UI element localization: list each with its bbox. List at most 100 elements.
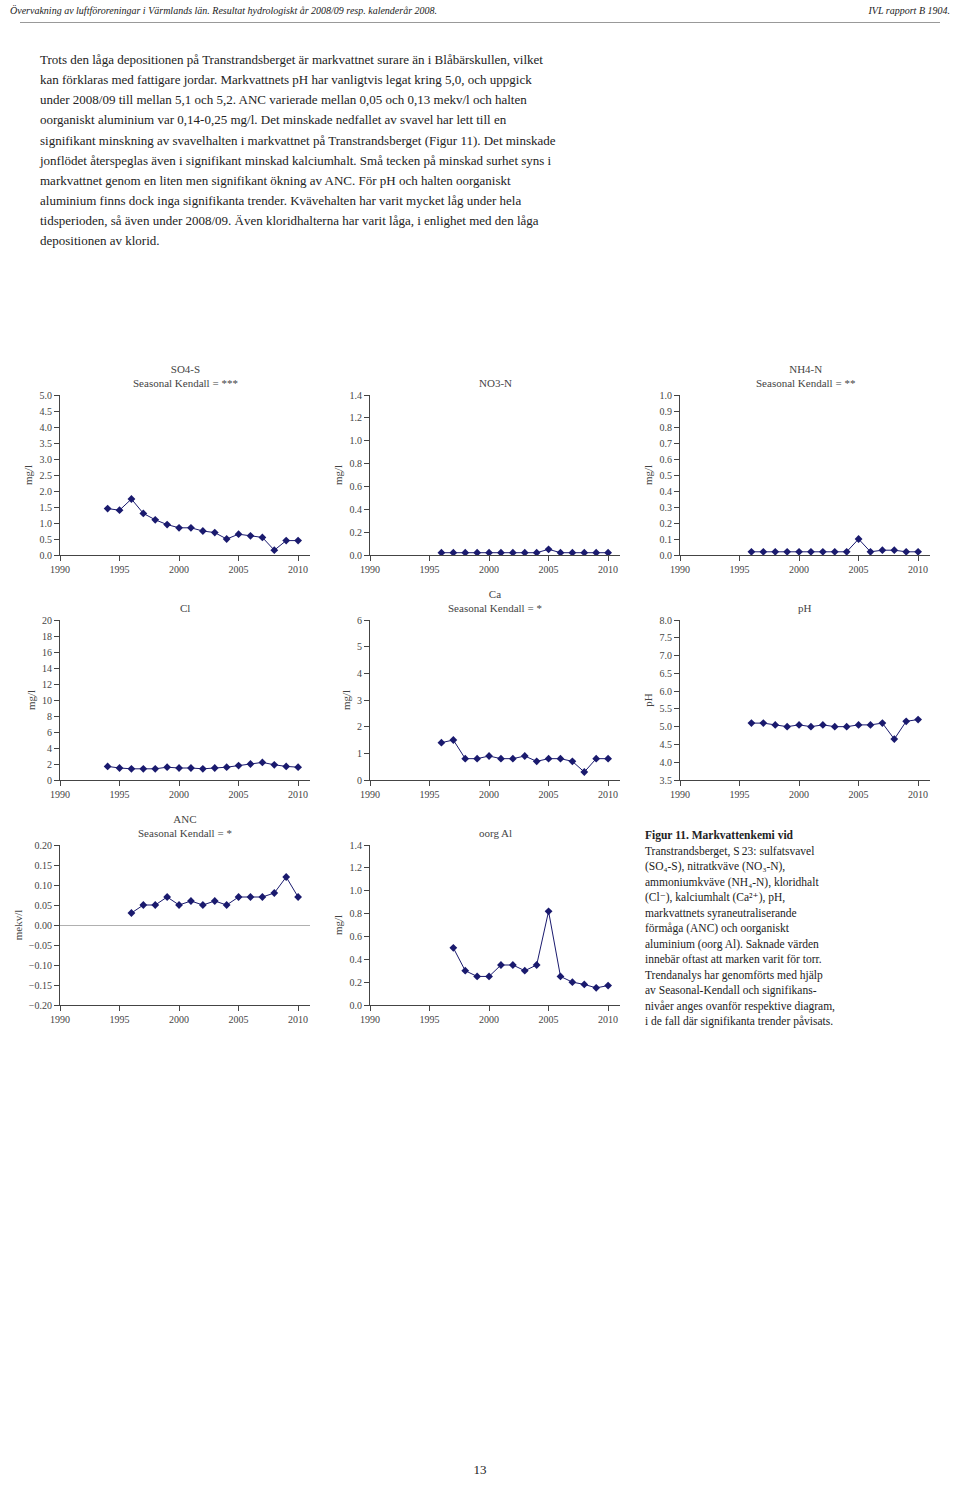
svg-text:2005: 2005 (539, 789, 559, 800)
svg-text:1990: 1990 (670, 789, 690, 800)
svg-text:0.4: 0.4 (350, 504, 363, 515)
svg-text:Cl: Cl (180, 602, 190, 614)
svg-text:3.5: 3.5 (40, 438, 53, 449)
svg-text:4.5: 4.5 (660, 739, 673, 750)
svg-text:4.0: 4.0 (40, 422, 53, 433)
svg-text:3.5: 3.5 (660, 775, 673, 786)
svg-text:20: 20 (42, 615, 52, 626)
svg-text:1995: 1995 (420, 564, 440, 575)
svg-text:7.5: 7.5 (660, 632, 673, 643)
svg-text:NO3-N: NO3-N (479, 377, 512, 389)
svg-text:2010: 2010 (598, 564, 618, 575)
svg-text:2010: 2010 (288, 564, 308, 575)
svg-text:1990: 1990 (360, 1014, 380, 1025)
svg-text:4: 4 (357, 668, 362, 679)
svg-text:1995: 1995 (730, 789, 750, 800)
svg-text:8: 8 (47, 711, 52, 722)
svg-text:2000: 2000 (169, 564, 189, 575)
svg-text:6: 6 (47, 727, 52, 738)
svg-text:0.5: 0.5 (40, 534, 53, 545)
svg-text:1.5: 1.5 (40, 502, 53, 513)
svg-text:SO4-SSeasonal Kendall = ***: SO4-SSeasonal Kendall = *** (133, 363, 238, 389)
svg-text:6.5: 6.5 (660, 668, 673, 679)
svg-text:4: 4 (47, 743, 52, 754)
svg-text:12: 12 (42, 679, 52, 690)
svg-text:2: 2 (47, 759, 52, 770)
svg-text:0.9: 0.9 (660, 406, 673, 417)
svg-text:2000: 2000 (479, 1014, 499, 1025)
svg-text:2000: 2000 (169, 789, 189, 800)
svg-text:2010: 2010 (908, 789, 928, 800)
svg-text:ANCSeasonal Kendall = *: ANCSeasonal Kendall = * (138, 813, 232, 839)
svg-text:1.0: 1.0 (350, 435, 363, 446)
svg-text:0.4: 0.4 (660, 486, 673, 497)
svg-text:1995: 1995 (110, 789, 130, 800)
svg-text:0.3: 0.3 (660, 502, 673, 513)
svg-text:0.6: 0.6 (660, 454, 673, 465)
svg-text:2010: 2010 (598, 789, 618, 800)
svg-text:0.05: 0.05 (35, 900, 53, 911)
svg-text:2010: 2010 (598, 1014, 618, 1025)
svg-text:mg/l: mg/l (332, 915, 344, 935)
svg-text:pH: pH (798, 602, 812, 614)
svg-text:0.8: 0.8 (350, 908, 363, 919)
svg-text:0.7: 0.7 (660, 438, 673, 449)
svg-text:0.0: 0.0 (40, 550, 53, 561)
svg-text:2005: 2005 (229, 564, 249, 575)
svg-text:1990: 1990 (50, 789, 70, 800)
svg-text:5.0: 5.0 (660, 721, 673, 732)
svg-text:0.00: 0.00 (35, 920, 53, 931)
svg-text:−0.10: −0.10 (29, 960, 52, 971)
svg-text:2000: 2000 (789, 789, 809, 800)
svg-text:CaSeasonal Kendall = *: CaSeasonal Kendall = * (448, 588, 542, 614)
svg-text:1.0: 1.0 (350, 885, 363, 896)
svg-text:4.0: 4.0 (660, 757, 673, 768)
svg-text:0.0: 0.0 (350, 1000, 363, 1011)
svg-text:1990: 1990 (50, 564, 70, 575)
svg-text:oorg Al: oorg Al (479, 827, 512, 839)
svg-text:0.0: 0.0 (660, 550, 673, 561)
svg-text:2005: 2005 (539, 1014, 559, 1025)
svg-text:0.2: 0.2 (660, 518, 673, 529)
svg-text:2000: 2000 (479, 789, 499, 800)
svg-text:mg/l: mg/l (25, 690, 37, 710)
svg-text:mekv/l: mekv/l (12, 910, 24, 941)
svg-text:0.15: 0.15 (35, 860, 53, 871)
svg-text:NH4-NSeasonal Kendall = **: NH4-NSeasonal Kendall = ** (756, 363, 855, 389)
svg-text:1995: 1995 (110, 1014, 130, 1025)
svg-text:0.1: 0.1 (660, 534, 673, 545)
svg-text:1.0: 1.0 (40, 518, 53, 529)
svg-text:0.5: 0.5 (660, 470, 673, 481)
svg-text:2010: 2010 (908, 564, 928, 575)
svg-text:0.20: 0.20 (35, 840, 53, 851)
svg-text:2005: 2005 (539, 564, 559, 575)
svg-text:5.0: 5.0 (40, 390, 53, 401)
svg-text:1.0: 1.0 (660, 390, 673, 401)
svg-text:1.4: 1.4 (350, 840, 363, 851)
svg-text:0.4: 0.4 (350, 954, 363, 965)
svg-text:2005: 2005 (229, 1014, 249, 1025)
svg-text:2000: 2000 (479, 564, 499, 575)
svg-text:1990: 1990 (360, 789, 380, 800)
svg-text:0: 0 (47, 775, 52, 786)
svg-text:0.6: 0.6 (350, 931, 363, 942)
svg-text:1.4: 1.4 (350, 390, 363, 401)
svg-text:0.10: 0.10 (35, 880, 53, 891)
svg-text:−0.15: −0.15 (29, 980, 52, 991)
svg-text:2000: 2000 (789, 564, 809, 575)
svg-text:0.2: 0.2 (350, 977, 363, 988)
svg-text:0.8: 0.8 (660, 422, 673, 433)
svg-text:1995: 1995 (420, 1014, 440, 1025)
svg-text:0: 0 (357, 775, 362, 786)
svg-text:2005: 2005 (849, 564, 869, 575)
svg-text:2010: 2010 (288, 1014, 308, 1025)
svg-text:mg/l: mg/l (340, 690, 352, 710)
svg-text:1: 1 (357, 748, 362, 759)
svg-text:mg/l: mg/l (332, 465, 344, 485)
svg-text:2000: 2000 (169, 1014, 189, 1025)
svg-text:1990: 1990 (50, 1014, 70, 1025)
svg-text:8.0: 8.0 (660, 615, 673, 626)
svg-text:1995: 1995 (420, 789, 440, 800)
svg-text:1.2: 1.2 (350, 862, 363, 873)
svg-text:4.5: 4.5 (40, 406, 53, 417)
